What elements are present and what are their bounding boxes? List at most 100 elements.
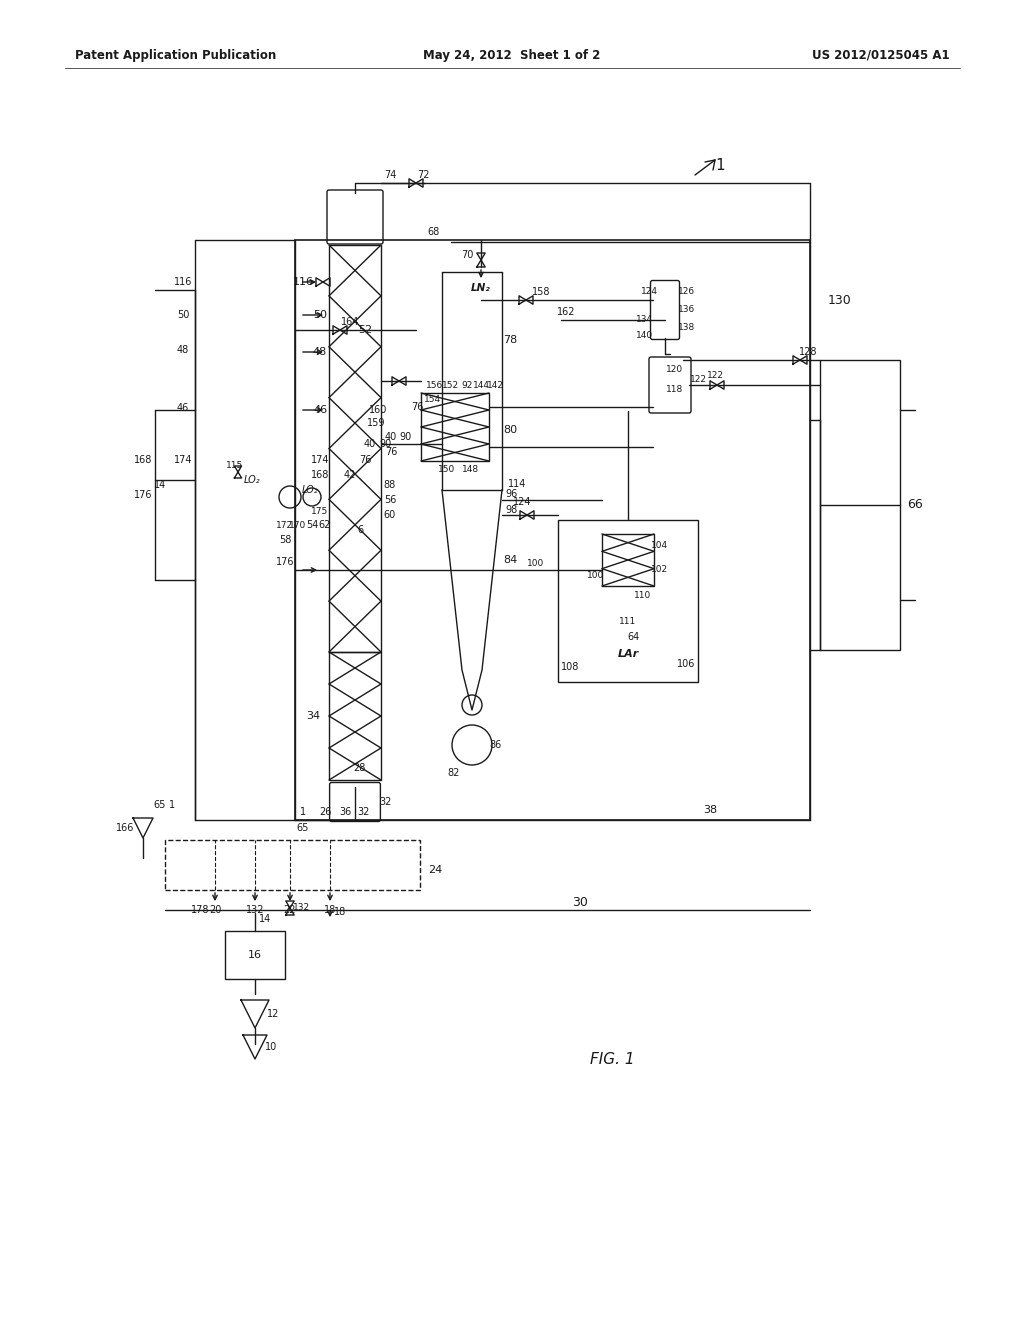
Text: 1: 1 [715, 157, 725, 173]
Text: 76: 76 [411, 403, 423, 412]
Text: 20: 20 [209, 906, 221, 915]
Text: 28: 28 [353, 763, 366, 774]
Text: 164: 164 [341, 317, 359, 327]
Text: 24: 24 [428, 865, 442, 875]
Text: 154: 154 [424, 395, 441, 404]
Text: 126: 126 [679, 288, 695, 297]
Text: 76: 76 [358, 455, 371, 465]
Text: 132: 132 [246, 906, 264, 915]
Text: 98: 98 [506, 506, 518, 515]
Text: May 24, 2012  Sheet 1 of 2: May 24, 2012 Sheet 1 of 2 [423, 49, 601, 62]
Text: 132: 132 [294, 903, 310, 912]
Text: 62: 62 [318, 520, 331, 531]
Text: 92: 92 [462, 380, 473, 389]
Text: 116: 116 [174, 277, 193, 286]
Text: 166: 166 [116, 822, 134, 833]
Text: 50: 50 [177, 310, 189, 319]
Text: 40: 40 [364, 440, 376, 449]
Bar [329, 246, 381, 652]
Text: 74: 74 [384, 170, 396, 180]
Text: 12: 12 [267, 1008, 280, 1019]
Text: 115: 115 [226, 461, 244, 470]
Bar [225, 931, 285, 979]
Text: 176: 176 [275, 557, 294, 568]
Text: 134: 134 [637, 315, 653, 325]
Text: 34: 34 [306, 711, 321, 721]
Text: 70: 70 [461, 249, 473, 260]
Text: 30: 30 [572, 895, 588, 908]
Bar [820, 360, 900, 649]
Text: 124: 124 [640, 288, 657, 297]
Text: 1: 1 [169, 800, 175, 810]
Text: 120: 120 [667, 366, 684, 375]
Text: 16: 16 [248, 950, 262, 960]
Text: 65: 65 [297, 822, 309, 833]
Text: Patent Application Publication: Patent Application Publication [75, 49, 276, 62]
Text: 6: 6 [357, 525, 364, 535]
Text: 156: 156 [426, 380, 443, 389]
Text: 108: 108 [561, 663, 580, 672]
Text: 162: 162 [557, 308, 575, 317]
Text: 168: 168 [134, 455, 153, 465]
Text: 96: 96 [506, 488, 518, 499]
Text: 42: 42 [344, 470, 356, 480]
Text: FIG. 1: FIG. 1 [590, 1052, 635, 1068]
Text: 106: 106 [677, 659, 695, 669]
Text: 130: 130 [828, 293, 852, 306]
Text: 18: 18 [324, 906, 336, 915]
Text: 88: 88 [384, 480, 396, 490]
Text: LO₂: LO₂ [244, 475, 260, 484]
Text: 76: 76 [385, 447, 397, 457]
Text: LAr: LAr [617, 649, 639, 659]
Text: 78: 78 [503, 335, 517, 345]
Text: 102: 102 [651, 565, 669, 574]
Text: 32: 32 [379, 797, 391, 807]
Text: 144: 144 [472, 380, 489, 389]
Text: 150: 150 [438, 465, 456, 474]
Text: 1: 1 [300, 807, 306, 817]
Bar [295, 240, 810, 820]
Text: 26: 26 [318, 807, 331, 817]
Text: 110: 110 [635, 590, 651, 599]
Text: 178: 178 [190, 906, 209, 915]
Text: LO₂: LO₂ [302, 484, 318, 495]
Text: 136: 136 [678, 305, 695, 314]
Text: 104: 104 [651, 540, 669, 549]
Text: US 2012/0125045 A1: US 2012/0125045 A1 [812, 49, 950, 62]
Text: 142: 142 [486, 380, 504, 389]
Text: 66: 66 [907, 499, 923, 511]
Text: 72: 72 [417, 170, 429, 180]
Text: 128: 128 [799, 347, 817, 356]
Bar [558, 520, 698, 682]
Text: 116: 116 [293, 277, 313, 286]
Text: 36: 36 [339, 807, 351, 817]
Text: 54: 54 [306, 520, 318, 531]
Text: 118: 118 [667, 385, 684, 395]
Text: 46: 46 [313, 405, 327, 414]
Text: 14: 14 [259, 913, 271, 924]
Text: 80: 80 [503, 425, 517, 436]
Text: 38: 38 [702, 805, 717, 814]
Text: 172: 172 [276, 520, 294, 529]
Text: 68: 68 [427, 227, 439, 238]
Text: 138: 138 [678, 323, 695, 333]
Text: 48: 48 [313, 347, 327, 356]
Text: 65: 65 [154, 800, 166, 810]
Text: 174: 174 [310, 455, 330, 465]
Text: 58: 58 [279, 535, 291, 545]
Text: 46: 46 [177, 403, 189, 413]
Text: 14: 14 [154, 480, 166, 490]
Text: 152: 152 [442, 380, 460, 389]
Text: 40: 40 [385, 432, 397, 442]
Text: 18: 18 [334, 907, 346, 917]
Text: 159: 159 [367, 418, 385, 428]
Text: 60: 60 [384, 510, 396, 520]
Text: 111: 111 [620, 618, 637, 627]
Text: LN₂: LN₂ [471, 282, 490, 293]
Text: 170: 170 [290, 520, 306, 529]
Text: 174: 174 [174, 455, 193, 465]
Text: 82: 82 [447, 768, 460, 777]
Text: 100: 100 [527, 560, 545, 569]
Bar [329, 652, 381, 780]
Text: 148: 148 [463, 465, 479, 474]
